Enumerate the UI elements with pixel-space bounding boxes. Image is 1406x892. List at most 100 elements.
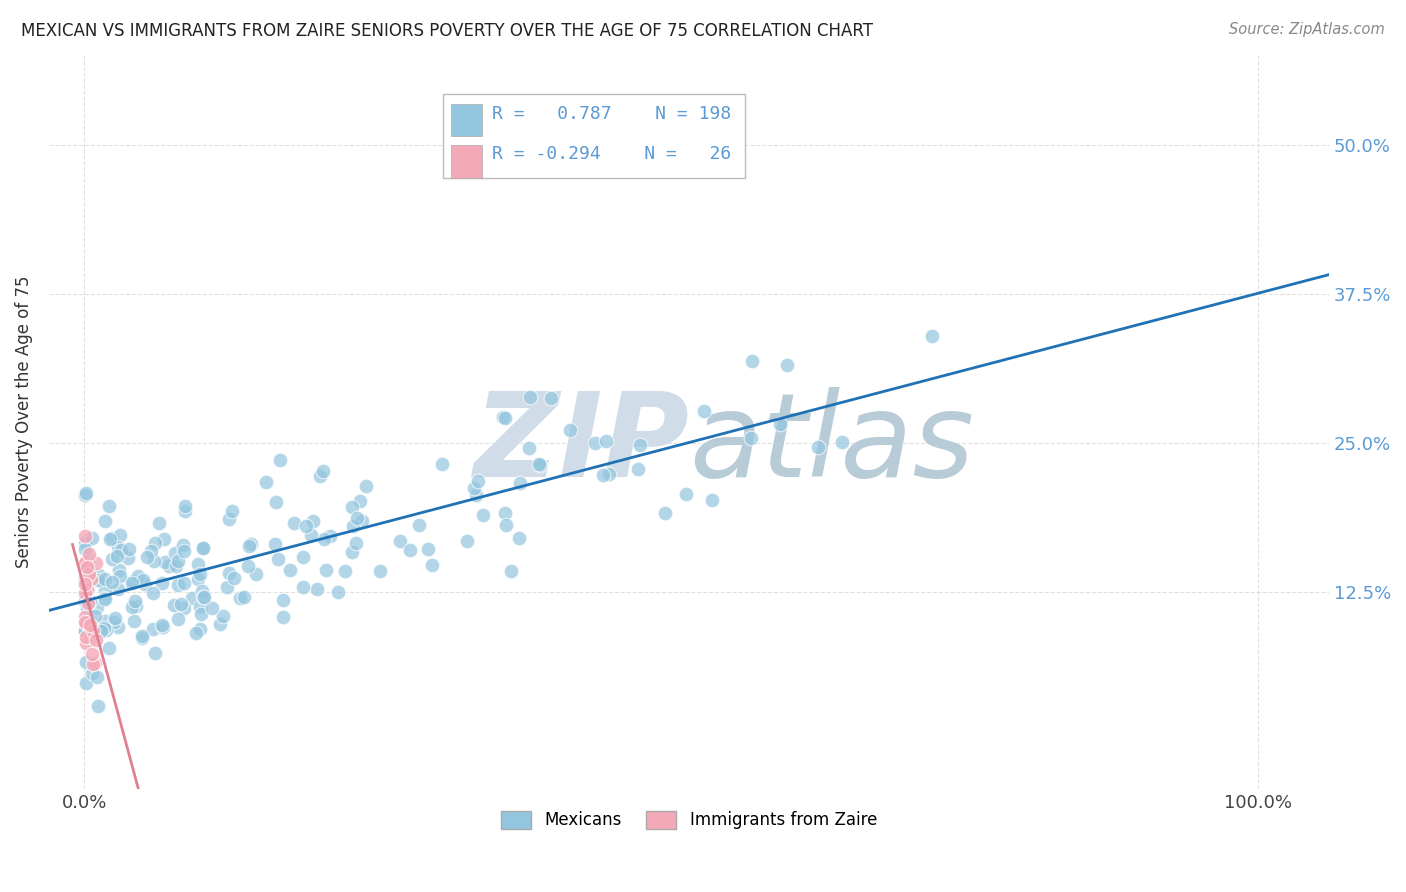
Point — [494, 410, 516, 425]
Point — [326, 585, 349, 599]
Point — [107, 541, 129, 555]
Point — [77, 615, 100, 630]
Point — [87, 568, 110, 582]
Point — [420, 558, 443, 572]
Point — [188, 567, 211, 582]
Text: Source: ZipAtlas.com: Source: ZipAtlas.com — [1229, 22, 1385, 37]
Point — [740, 431, 762, 445]
Point — [319, 528, 342, 542]
Point — [107, 582, 129, 597]
Text: ZIP: ZIP — [472, 387, 689, 501]
Point — [75, 529, 97, 543]
Point — [93, 592, 115, 607]
Point — [75, 557, 97, 571]
Point — [344, 536, 367, 550]
Point — [90, 624, 112, 639]
Point — [264, 537, 287, 551]
Point — [654, 506, 676, 520]
Point — [75, 636, 97, 650]
Point — [121, 576, 143, 591]
Point — [82, 666, 104, 681]
Point — [173, 544, 195, 558]
Point — [86, 670, 108, 684]
Point — [86, 600, 108, 615]
Point — [76, 582, 98, 597]
Point — [82, 624, 104, 638]
Point — [162, 598, 184, 612]
Point — [271, 592, 294, 607]
Point — [75, 574, 97, 588]
Point — [172, 538, 194, 552]
Point — [100, 531, 122, 545]
Point — [98, 641, 121, 656]
Point — [558, 423, 581, 437]
Point — [139, 544, 162, 558]
Point — [232, 590, 254, 604]
Point — [221, 504, 243, 518]
Point — [82, 531, 104, 545]
Point — [77, 551, 100, 566]
Point — [187, 572, 209, 586]
Point — [79, 567, 101, 582]
Point — [75, 576, 97, 591]
Point — [166, 578, 188, 592]
Point — [292, 580, 315, 594]
Text: atlas: atlas — [689, 387, 974, 501]
Point — [110, 542, 132, 557]
Point — [84, 557, 107, 571]
Point — [79, 631, 101, 645]
Point — [75, 624, 97, 639]
Point — [77, 596, 100, 610]
Point — [79, 617, 101, 632]
Point — [408, 518, 430, 533]
Point — [125, 599, 148, 613]
Point — [416, 542, 439, 557]
Point — [430, 457, 453, 471]
Point — [100, 552, 122, 566]
Point — [75, 621, 97, 635]
Point — [75, 610, 97, 624]
Point — [208, 617, 231, 632]
Point — [188, 599, 211, 614]
Text: MEXICAN VS IMMIGRANTS FROM ZAIRE SENIORS POVERTY OVER THE AGE OF 75 CORRELATION : MEXICAN VS IMMIGRANTS FROM ZAIRE SENIORS… — [21, 22, 873, 40]
Point — [188, 623, 211, 637]
Point — [117, 550, 139, 565]
Point — [342, 519, 364, 533]
Point — [80, 572, 103, 586]
Point — [118, 541, 141, 556]
Point — [346, 510, 368, 524]
Point — [153, 532, 176, 546]
Text: R =   0.787    N = 198: R = 0.787 N = 198 — [492, 105, 731, 123]
Point — [312, 464, 335, 478]
Point — [98, 533, 121, 547]
Point — [77, 582, 100, 597]
Point — [134, 576, 156, 591]
Point — [191, 584, 214, 599]
Point — [142, 586, 165, 600]
Legend: Mexicans, Immigrants from Zaire: Mexicans, Immigrants from Zaire — [494, 804, 884, 836]
Point — [190, 607, 212, 621]
Point — [239, 536, 262, 550]
Point — [83, 609, 105, 624]
Point — [191, 541, 214, 556]
Point — [93, 621, 115, 635]
Point — [592, 467, 614, 482]
Point — [245, 566, 267, 581]
Point — [75, 613, 97, 627]
Point — [463, 481, 485, 495]
Point — [75, 675, 97, 690]
Point — [75, 624, 97, 638]
Point — [165, 558, 187, 573]
Point — [218, 566, 240, 581]
Point — [75, 594, 97, 608]
Point — [75, 630, 97, 644]
Point — [122, 614, 145, 628]
Point — [127, 568, 149, 582]
Point — [93, 572, 115, 586]
Point — [283, 516, 305, 530]
Point — [82, 657, 104, 671]
Point — [398, 543, 420, 558]
Point — [302, 515, 325, 529]
Point — [465, 488, 488, 502]
Point — [273, 610, 295, 624]
